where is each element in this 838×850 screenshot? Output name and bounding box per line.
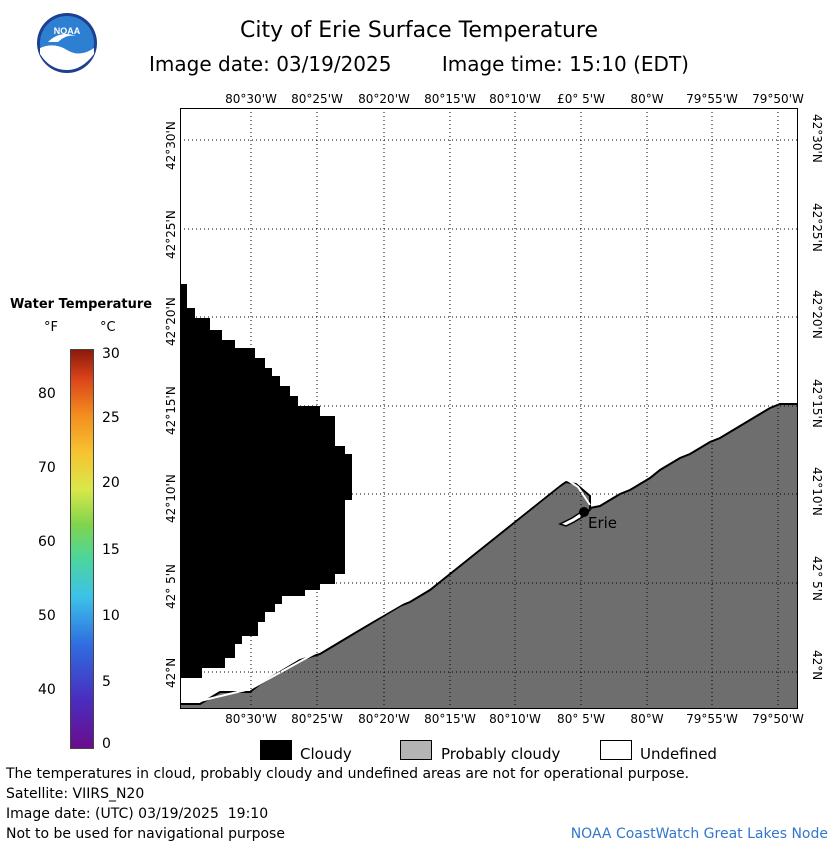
legend-label-probably-cloudy: Probably cloudy — [441, 745, 561, 763]
lon-label-top: 79°50'W — [752, 92, 804, 106]
map-border — [180, 108, 798, 709]
temperature-map[interactable]: Erie — [180, 108, 798, 709]
lat-label-left: 42°10'N — [164, 474, 178, 523]
lon-label-bottom: 79°50'W — [752, 712, 804, 726]
legend-swatch-probably-cloudy — [400, 740, 432, 760]
colorbar-tick-c: 30 — [102, 346, 120, 362]
colorbar-tick-c: 25 — [102, 410, 120, 426]
legend-swatch-cloudy — [260, 740, 292, 760]
colorbar-tick-f: 50 — [38, 608, 56, 624]
colorbar-unit-fahrenheit: °F — [44, 320, 58, 335]
lat-label-left: 42°20'N — [164, 297, 178, 346]
erie-city-label: Erie — [588, 514, 617, 532]
lat-label-right: 42°10'N — [810, 467, 824, 516]
lat-label-left: 42° 5'N — [164, 564, 178, 609]
colorbar-tick-c: 20 — [102, 475, 120, 491]
lon-label-top: 80°30'W — [225, 92, 277, 106]
credit-link[interactable]: NOAA CoastWatch Great Lakes Node — [570, 826, 828, 842]
lon-label-bottom: 80°15'W — [424, 712, 476, 726]
lat-label-right: 42°20'N — [810, 290, 824, 339]
image-date: Image date: 03/19/2025 — [149, 52, 392, 76]
noaa-logo: NOAA — [37, 13, 97, 73]
colorbar-tick-f: 40 — [38, 682, 56, 698]
lat-label-left: 42°15'N — [164, 386, 178, 435]
lon-label-top: 80°25'W — [291, 92, 343, 106]
colorbar-tick-c: 10 — [102, 608, 120, 624]
legend-swatch-undefined — [600, 740, 632, 760]
satellite-text: Satellite: VIIRS_N20 — [6, 786, 145, 802]
lat-label-right: 42°N — [810, 650, 824, 681]
lat-label-right: 42°30'N — [810, 114, 824, 163]
navigation-warning: Not to be used for navigational purpose — [6, 826, 285, 842]
colorbar-unit-celsius: °C — [100, 320, 116, 335]
lon-label-top: 80°W — [630, 92, 664, 106]
colorbar-title: Water Temperature — [10, 297, 153, 312]
lon-label-bottom: 80°30'W — [225, 712, 277, 726]
image-datetime: Image date: 03/19/2025 Image time: 15:10… — [0, 52, 838, 76]
legend-label-cloudy: Cloudy — [300, 745, 352, 763]
erie-city-marker[interactable] — [579, 507, 589, 517]
colorbar-tick-f: 70 — [38, 460, 56, 476]
utc-date-text: Image date: (UTC) 03/19/2025 19:10 — [6, 806, 269, 822]
lat-label-right: 42° 5'N — [810, 556, 824, 601]
lat-label-right: 42°15'N — [810, 379, 824, 428]
colorbar-tick-c: 15 — [102, 542, 120, 558]
lon-label-bottom: 80° 5'W — [557, 712, 605, 726]
lon-label-bottom: 80°W — [630, 712, 664, 726]
lon-label-top: 80°20'W — [358, 92, 410, 106]
lon-label-bottom: 79°55'W — [686, 712, 738, 726]
lon-label-top: £0° 5'W — [557, 92, 605, 106]
colorbar-tick-c: 5 — [102, 674, 111, 690]
legend-label-undefined: Undefined — [640, 745, 717, 763]
image-time: Image time: 15:10 (EDT) — [441, 52, 689, 76]
lon-label-top: 79°55'W — [686, 92, 738, 106]
lat-label-right: 42°25'N — [810, 203, 824, 252]
disclaimer-text: The temperatures in cloud, probably clou… — [6, 766, 690, 782]
lon-label-top: 80°15'W — [424, 92, 476, 106]
logo-text: NOAA — [54, 26, 81, 36]
page-title: City of Erie Surface Temperature — [239, 18, 599, 43]
shoreline — [199, 477, 591, 702]
lat-label-left: 42°25'N — [164, 210, 178, 259]
lat-label-left: 42°N — [164, 657, 178, 688]
graticule — [180, 108, 798, 709]
lon-label-bottom: 80°20'W — [358, 712, 410, 726]
lat-label-left: 42°30'N — [164, 121, 178, 170]
lon-label-top: 80°10'W — [489, 92, 541, 106]
colorbar-tick-c: 0 — [102, 736, 111, 752]
colorbar-tick-f: 60 — [38, 534, 56, 550]
cloudy-area — [180, 284, 352, 678]
colorbar-tick-f: 80 — [38, 386, 56, 402]
temperature-colorbar — [70, 349, 94, 749]
lon-label-bottom: 80°10'W — [489, 712, 541, 726]
lon-label-bottom: 80°25'W — [291, 712, 343, 726]
